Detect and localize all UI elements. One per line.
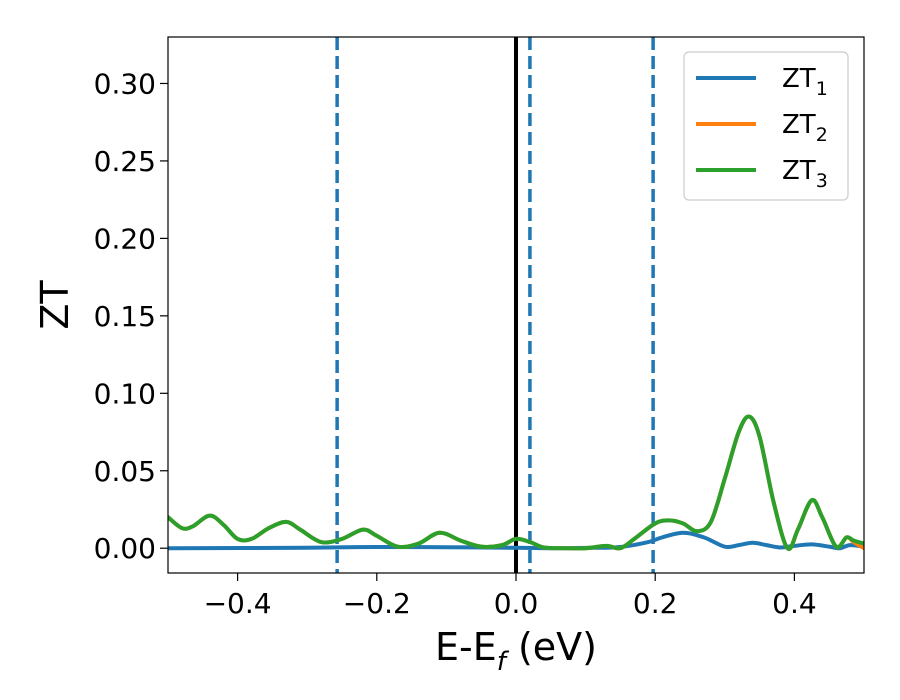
y-axis-label: ZT <box>33 280 77 330</box>
legend-label-subscript: 3 <box>816 170 828 192</box>
vertical-reference-lines <box>335 37 655 573</box>
y-tick-label: 0.15 <box>94 300 156 333</box>
legend-label-zt2: ZT2 <box>782 110 828 146</box>
legend-label-zt1: ZT1 <box>782 64 828 100</box>
series-line-zt3 <box>168 414 864 552</box>
x-axis-label-main: E-E <box>435 625 497 669</box>
x-tick-label: 0.0 <box>494 587 539 620</box>
y-axis-ticks: 0.00 0.05 0.10 0.15 0.20 0.25 0.30 <box>94 67 168 565</box>
legend-label-name: ZT <box>782 110 816 140</box>
x-tick-label: 0.2 <box>633 587 678 620</box>
y-tick-label: 0.10 <box>94 377 156 410</box>
x-tick-label: 0.4 <box>772 587 817 620</box>
series-layer <box>168 414 864 552</box>
y-tick-label: 0.25 <box>94 145 156 178</box>
x-axis-ticks: −0.4 −0.2 0.0 0.2 0.4 <box>204 573 817 620</box>
legend-box <box>683 51 849 201</box>
legend-label-name: ZT <box>782 64 816 94</box>
legend-label-subscript: 2 <box>816 124 828 146</box>
x-tick-label: −0.2 <box>343 587 411 620</box>
x-axis-label: E-Ef (eV) <box>435 625 597 677</box>
y-tick-label: 0.30 <box>94 67 156 100</box>
legend-label-zt3: ZT3 <box>782 156 828 192</box>
x-axis-label-unit: (eV) <box>506 625 597 669</box>
y-tick-label: 0.20 <box>94 222 156 255</box>
series-line-zt1 <box>168 530 864 551</box>
legend-label-name: ZT <box>782 156 816 186</box>
y-tick-label: 0.00 <box>94 532 156 565</box>
legend-label-subscript: 1 <box>816 78 828 100</box>
x-tick-label: −0.4 <box>204 587 272 620</box>
y-tick-label: 0.05 <box>94 455 156 488</box>
